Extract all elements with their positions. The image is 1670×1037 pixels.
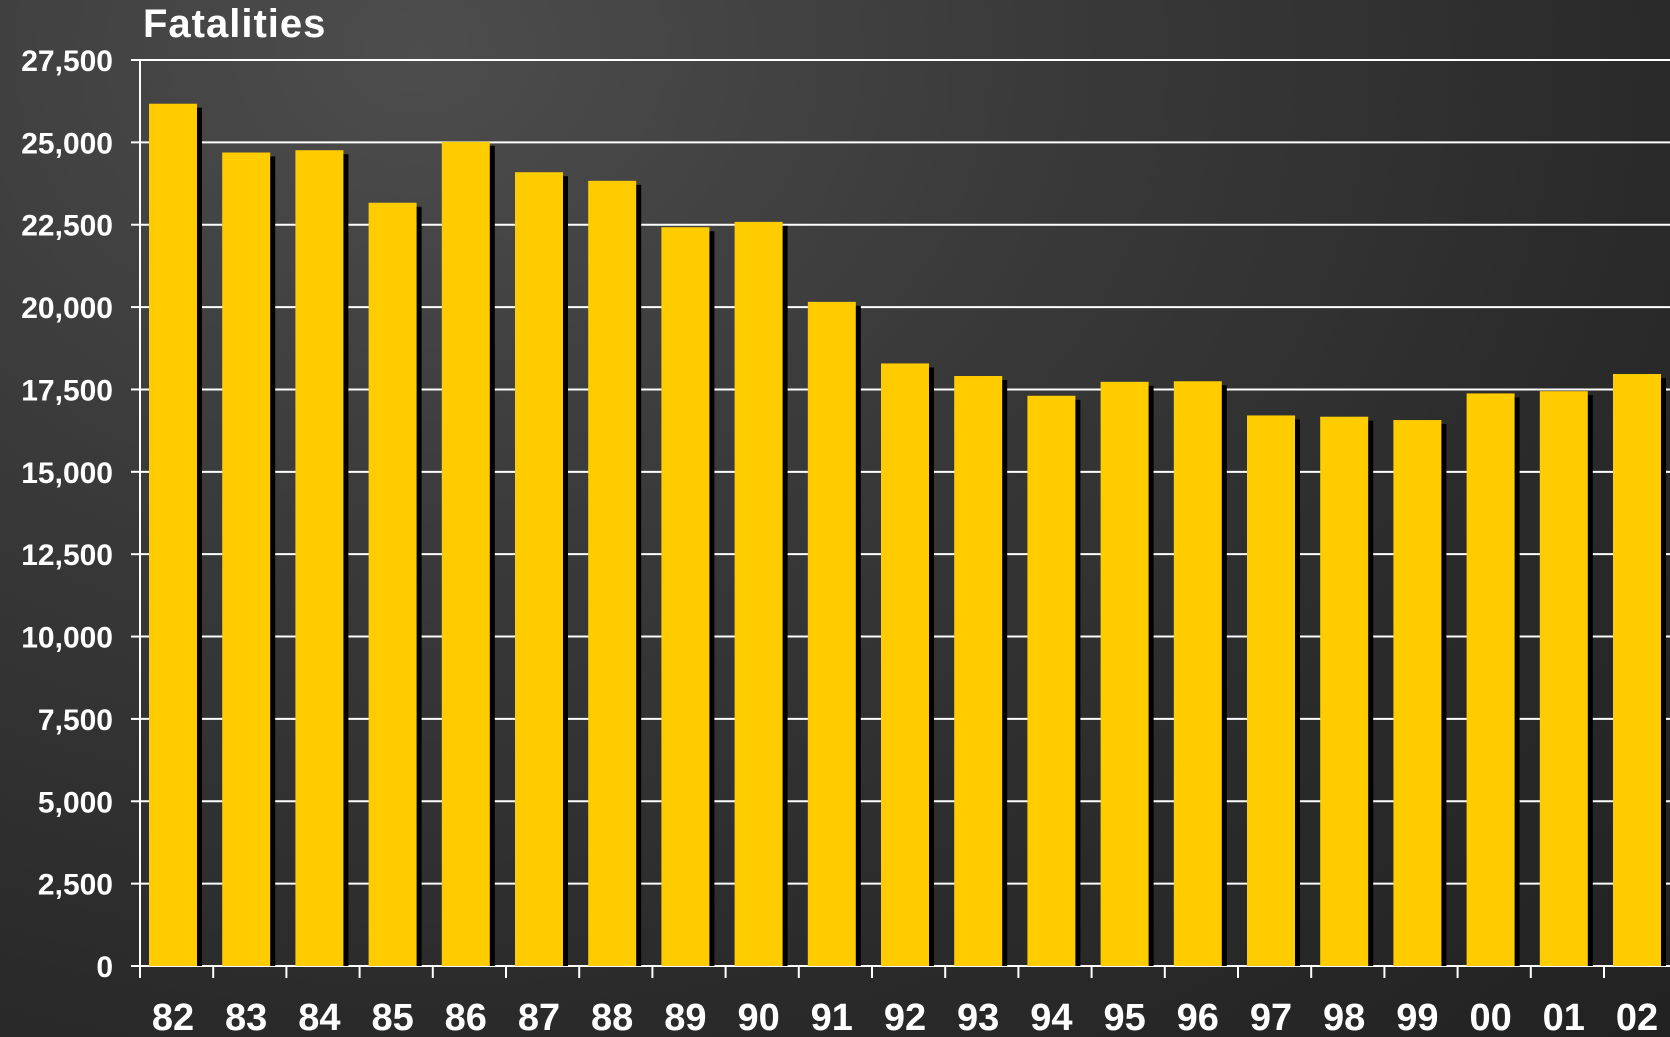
bar <box>1173 381 1222 967</box>
y-tick-label: 2,500 <box>38 869 113 902</box>
x-tick-label: 97 <box>1250 997 1292 1037</box>
x-tick-label: 01 <box>1543 997 1585 1037</box>
x-tick-label: 85 <box>371 997 413 1037</box>
x-tick-label: 98 <box>1323 997 1365 1037</box>
bar <box>1393 420 1442 966</box>
y-tick-label: 5,000 <box>38 786 113 819</box>
x-tick-label: 91 <box>811 997 853 1037</box>
bar <box>588 180 637 967</box>
bar <box>807 301 856 967</box>
x-tick-label: 86 <box>445 997 487 1037</box>
bar <box>368 202 417 966</box>
x-tick-label: 95 <box>1103 997 1145 1037</box>
bar <box>222 152 271 966</box>
x-tick-label: 02 <box>1616 997 1658 1037</box>
bar <box>149 103 197 966</box>
bar <box>954 376 1003 966</box>
y-tick-label: 15,000 <box>21 457 113 490</box>
x-tick-label: 87 <box>518 997 560 1037</box>
x-tick-label: 99 <box>1396 997 1438 1037</box>
x-tick-label: 92 <box>884 997 926 1037</box>
y-tick-label: 0 <box>96 951 113 984</box>
x-tick-label: 82 <box>152 997 194 1037</box>
y-tick-label: 17,500 <box>21 374 113 407</box>
x-tick-label: 96 <box>1177 997 1219 1037</box>
bar <box>1100 381 1149 967</box>
x-tick-label: 88 <box>591 997 633 1037</box>
x-tick-label: 89 <box>664 997 706 1037</box>
y-tick-label: 10,000 <box>21 622 113 655</box>
bar <box>1539 391 1588 966</box>
x-tick-label: 94 <box>1030 997 1072 1037</box>
x-tick-label: 84 <box>298 997 340 1037</box>
chart-title: Fatalities <box>143 2 327 46</box>
y-tick-label: 27,500 <box>21 45 113 78</box>
bar <box>515 172 563 966</box>
bar <box>1466 393 1515 967</box>
bar <box>1027 395 1076 967</box>
y-tick-label: 20,000 <box>21 292 113 325</box>
bar <box>661 227 710 966</box>
y-tick-label: 22,500 <box>21 210 113 243</box>
x-tick-label: 90 <box>737 997 779 1037</box>
y-tick-label: 7,500 <box>38 704 113 737</box>
bar <box>1247 415 1295 967</box>
x-tick-label: 93 <box>957 997 999 1037</box>
bar <box>734 221 783 966</box>
x-tick-label: 00 <box>1469 997 1511 1037</box>
bar <box>441 141 490 966</box>
bar <box>881 363 929 967</box>
y-tick-label: 12,500 <box>21 539 113 572</box>
x-tick-label: 83 <box>225 997 267 1037</box>
y-tick-label: 25,000 <box>21 127 113 160</box>
bar <box>1613 373 1661 966</box>
bar <box>295 150 344 966</box>
bar <box>1320 416 1369 966</box>
